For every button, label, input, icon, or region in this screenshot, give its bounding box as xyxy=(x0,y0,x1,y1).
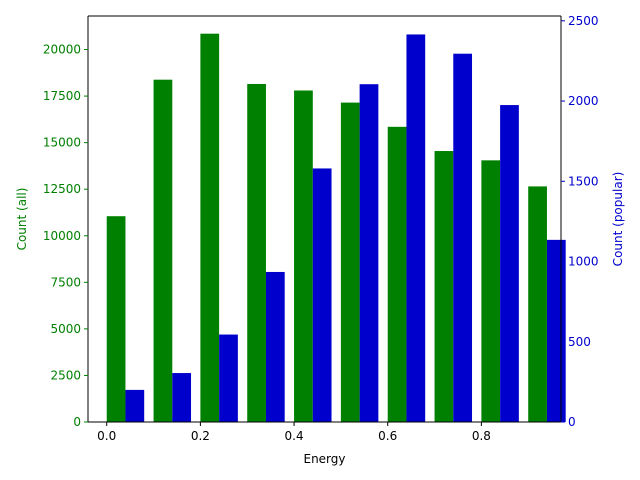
bar-all-6 xyxy=(387,126,407,423)
x-tick-label: 0.8 xyxy=(472,429,491,443)
plot-frame xyxy=(87,15,562,423)
right-y-tick-label: 2000 xyxy=(568,94,599,108)
right-y-tick-label: 1500 xyxy=(568,174,599,188)
left-y-tick-label: 7500 xyxy=(50,275,81,289)
right-y-tick-label: 1000 xyxy=(568,255,599,269)
bar-all-7 xyxy=(434,151,454,422)
right-y-tick-label: 2500 xyxy=(568,14,599,28)
bar-all-8 xyxy=(481,160,501,422)
left-y-tick-label: 17500 xyxy=(43,89,81,103)
bar-popular-7 xyxy=(453,53,473,423)
bar-all-1 xyxy=(153,79,173,423)
left-y-tick-label: 5000 xyxy=(50,322,81,336)
bar-popular-3 xyxy=(265,271,285,422)
popular-count-bars xyxy=(125,34,566,423)
bar-popular-5 xyxy=(359,84,379,422)
bar-popular-9 xyxy=(546,239,566,422)
left-y-axis: 0 2500 5000 7500 10000 12500 15000 17500 20000 xyxy=(43,43,88,429)
bar-popular-0 xyxy=(125,389,145,422)
bar-popular-6 xyxy=(406,34,426,423)
left-y-axis-label: Count (all) xyxy=(15,188,29,251)
left-y-tick-label: 2500 xyxy=(50,368,81,382)
left-y-tick-label: 15000 xyxy=(43,136,81,150)
right-y-axis: 0 500 1000 1500 2000 2500 xyxy=(561,14,599,429)
bar-all-2 xyxy=(200,33,220,423)
x-axis-label: Energy xyxy=(303,452,345,466)
left-y-tick-label: 0 xyxy=(73,415,81,429)
bar-all-5 xyxy=(340,102,360,422)
bar-all-3 xyxy=(247,83,266,423)
x-tick-label: 0.0 xyxy=(97,429,116,443)
left-y-tick-label: 12500 xyxy=(43,182,81,196)
right-y-tick-label: 500 xyxy=(568,335,591,349)
bar-popular-2 xyxy=(219,334,238,422)
bar-all-4 xyxy=(294,90,313,422)
left-y-tick-label: 20000 xyxy=(43,43,81,57)
all-count-bars xyxy=(106,33,547,423)
bar-popular-8 xyxy=(500,105,519,423)
x-tick-label: 0.4 xyxy=(285,429,304,443)
bar-all-0 xyxy=(106,216,126,422)
bar-all-9 xyxy=(528,186,547,422)
right-y-axis-label: Count (popular) xyxy=(611,172,625,267)
x-axis: 0.0 0.2 0.4 0.6 0.8 xyxy=(97,422,491,443)
right-y-tick-label: 0 xyxy=(568,415,576,429)
x-tick-label: 0.6 xyxy=(378,429,397,443)
bar-popular-4 xyxy=(312,168,332,422)
left-y-tick-label: 10000 xyxy=(43,229,81,243)
x-tick-label: 0.2 xyxy=(191,429,210,443)
bar-popular-1 xyxy=(172,373,192,422)
